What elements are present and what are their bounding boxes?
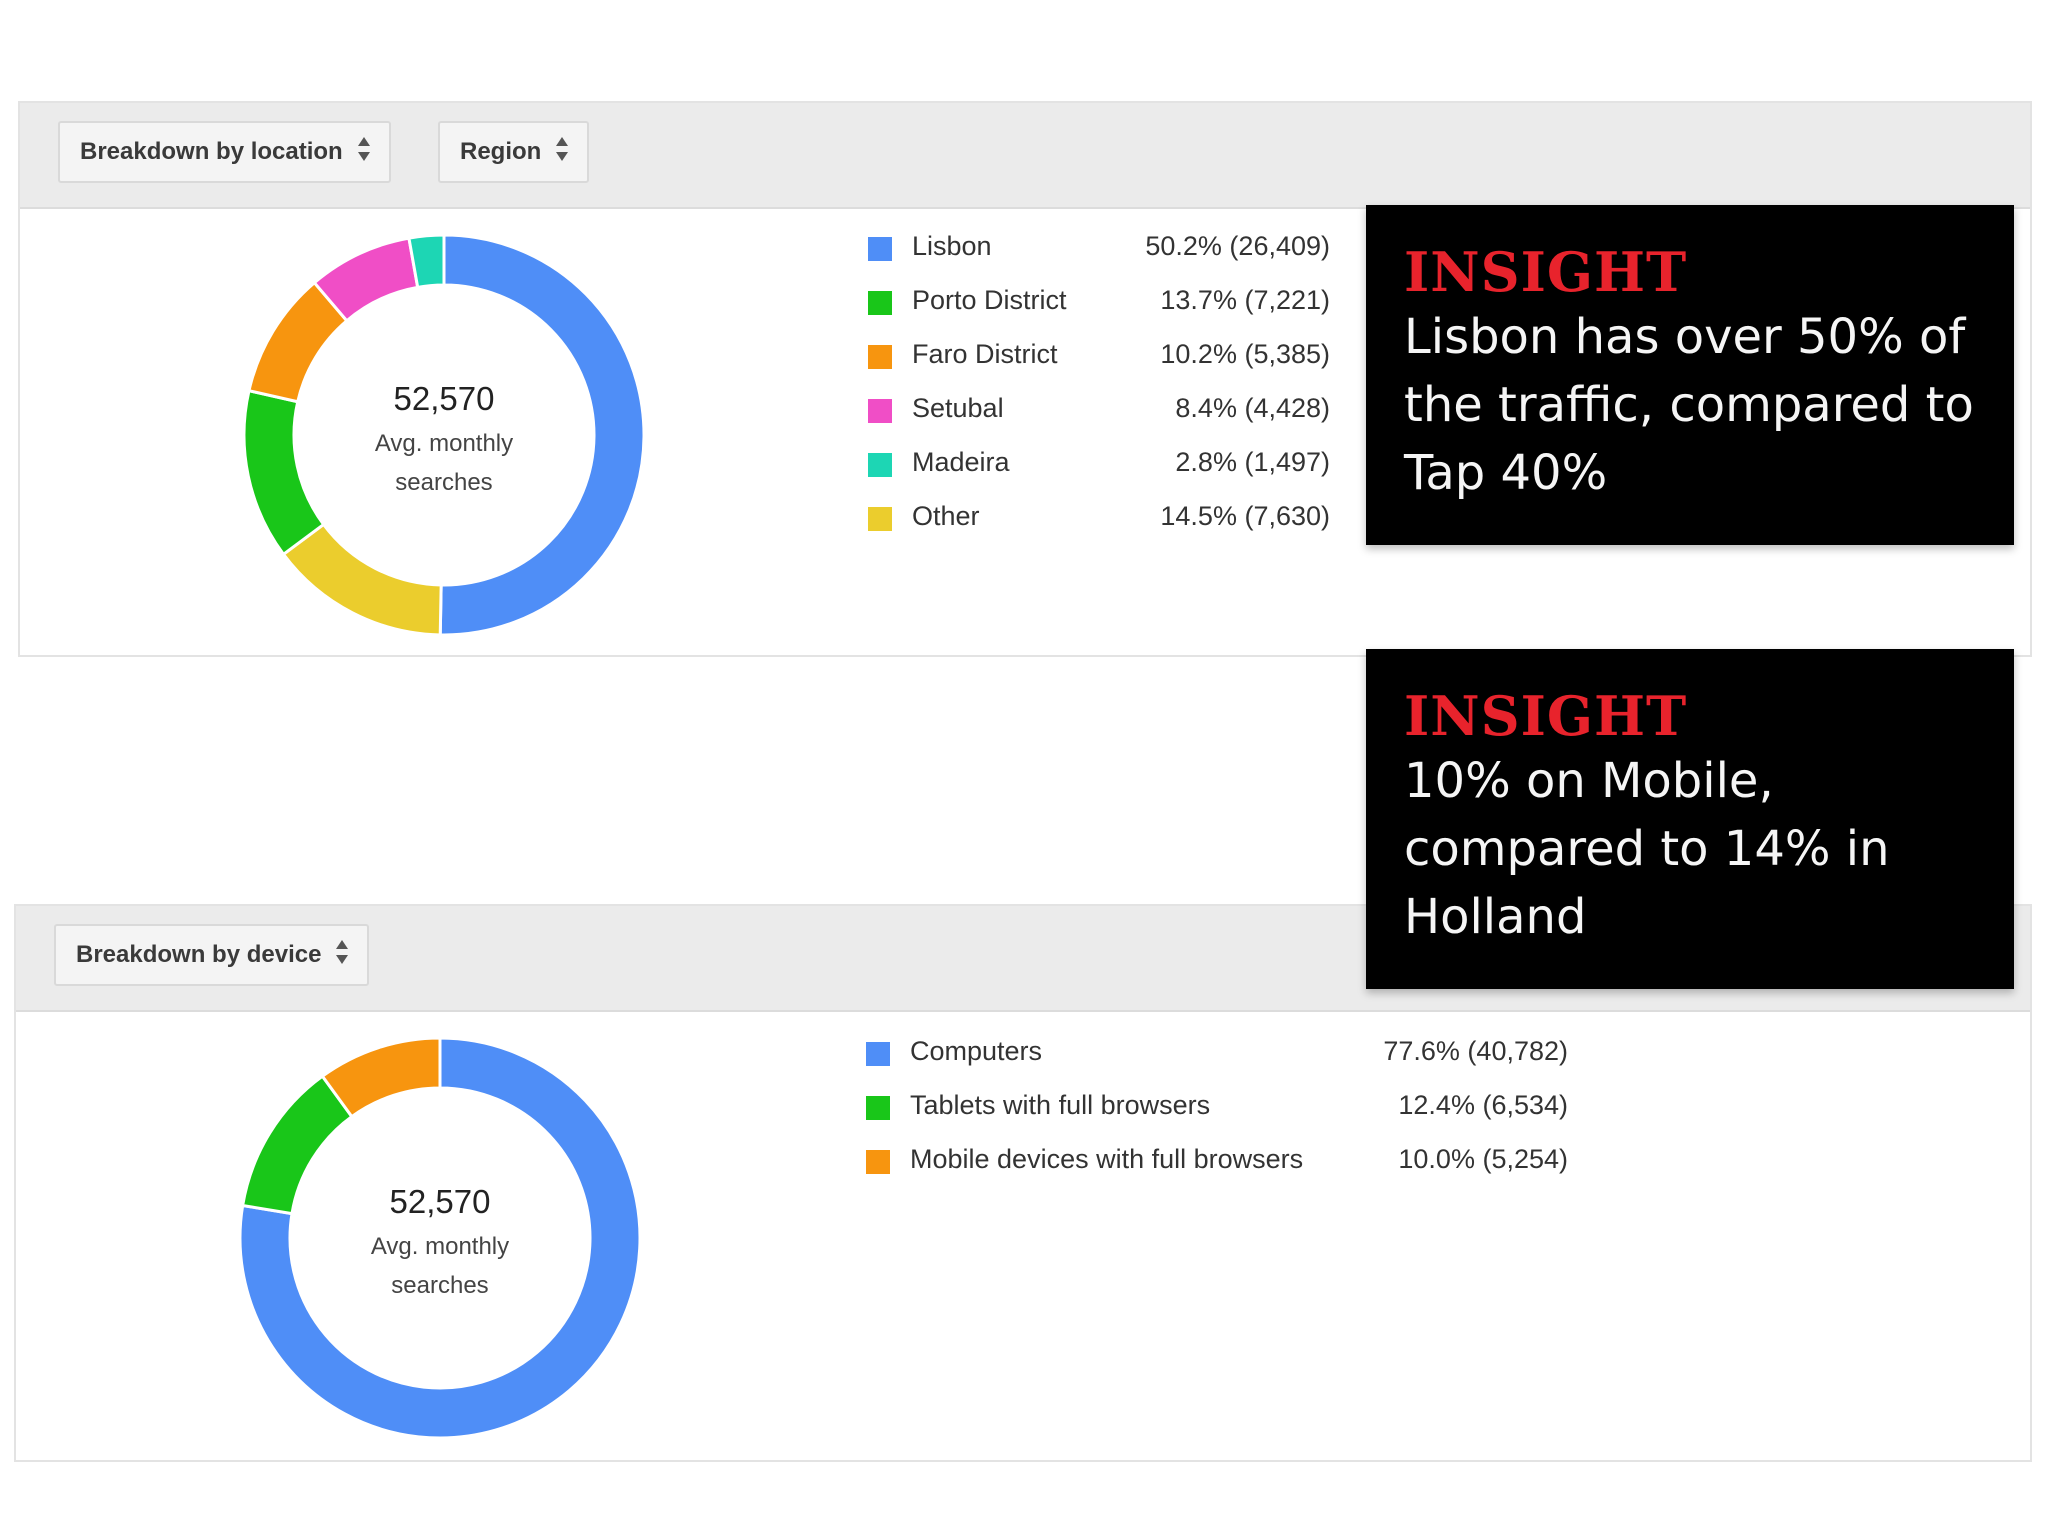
region-select[interactable]: Region <box>438 121 590 183</box>
legend-swatch <box>868 507 892 531</box>
breakdown-by-device-label: Breakdown by device <box>76 941 322 968</box>
legend-swatch <box>868 345 892 369</box>
donut-slice-mobile-devices-with-full-browsers[interactable] <box>320 1036 442 1119</box>
donut-center-value: 52,570 <box>394 380 495 417</box>
legend-swatch <box>868 453 892 477</box>
insight-box-location: INSIGHT Lisbon has over 50% of the traff… <box>1366 205 2014 545</box>
legend-value: 10.2% (5,385) <box>1160 339 1330 369</box>
donut-slice-computers[interactable] <box>238 1036 642 1440</box>
legend-label: Mobile devices with full browsers <box>910 1144 1304 1174</box>
legend-swatch <box>866 1096 890 1120</box>
donut-slice-lisbon[interactable] <box>438 233 646 637</box>
legend-item-faro-district[interactable]: Faro District 10.2% (5,385) <box>868 333 1330 387</box>
legend-item-porto-district[interactable]: Porto District 13.7% (7,221) <box>868 279 1330 333</box>
insight-heading: INSIGHT <box>1404 240 1688 304</box>
legend-value: 50.2% (26,409) <box>1145 231 1330 261</box>
legend-value: 10.0% (5,254) <box>1398 1144 1568 1174</box>
legend-label: Tablets with full browsers <box>910 1090 1211 1120</box>
legend-label: Faro District <box>912 339 1058 369</box>
legend-label: Madeira <box>912 447 1010 477</box>
sort-updown-icon <box>555 136 569 169</box>
insight-text: 10% on Mobile, compared to 14% in Hollan… <box>1404 753 1890 945</box>
donut-slice-porto-district[interactable] <box>242 388 326 557</box>
donut-center-label-line2: searches <box>391 1272 488 1299</box>
sort-updown-icon <box>357 136 371 169</box>
device-donut-chart: 52,570 Avg. monthly searches <box>238 1036 642 1440</box>
legend-item-mobile-devices-with-full-browsers[interactable]: Mobile devices with full browsers 10.0% (… <box>866 1138 1568 1192</box>
legend-value: 12.4% (6,534) <box>1398 1090 1568 1120</box>
legend-value: 13.7% (7,221) <box>1160 285 1330 315</box>
legend-item-other[interactable]: Other 14.5% (7,630) <box>868 495 1330 549</box>
insight-box-device: INSIGHT 10% on Mobile, compared to 14% i… <box>1366 649 2014 989</box>
region-select-label: Region <box>460 138 542 165</box>
donut-slice-other[interactable] <box>281 522 443 637</box>
breakdown-by-location-label: Breakdown by location <box>80 138 343 165</box>
legend-value: 8.4% (4,428) <box>1175 393 1330 423</box>
sort-updown-icon <box>335 939 349 972</box>
legend-swatch <box>866 1042 890 1066</box>
legend-label: Setubal <box>912 393 1004 423</box>
insight-text: Lisbon has over 50% of the traffic, comp… <box>1404 309 1974 501</box>
legend-swatch <box>868 399 892 423</box>
legend-value: 2.8% (1,497) <box>1175 447 1330 477</box>
legend-item-madeira[interactable]: Madeira 2.8% (1,497) <box>868 441 1330 495</box>
legend-label: Porto District <box>912 285 1067 315</box>
legend-item-lisbon[interactable]: Lisbon 50.2% (26,409) <box>868 225 1330 279</box>
donut-center-value: 52,570 <box>390 1183 491 1220</box>
legend-item-computers[interactable]: Computers 77.6% (40,782) <box>866 1030 1568 1084</box>
donut-center-label-line2: searches <box>395 469 492 496</box>
device-legend: Computers 77.6% (40,782) Tablets with full… <box>866 1030 1568 1192</box>
legend-swatch <box>866 1150 890 1174</box>
insight-heading: INSIGHT <box>1404 684 1688 748</box>
donut-center-label-line1: Avg. monthly <box>371 1233 509 1260</box>
legend-label: Computers <box>910 1036 1043 1066</box>
legend-swatch <box>868 237 892 261</box>
location-donut-chart: 52,570 Avg. monthly searches <box>242 233 646 637</box>
legend-label: Lisbon <box>912 231 992 261</box>
donut-center-label-line1: Avg. monthly <box>375 430 513 457</box>
legend-item-setubal[interactable]: Setubal 8.4% (4,428) <box>868 387 1330 441</box>
donut-slice-tablets-with-full-browsers[interactable] <box>240 1074 354 1216</box>
donut-slice-madeira[interactable] <box>407 233 446 290</box>
device-breakdown-panel: Breakdown by device 52,570 Avg. monthly … <box>14 904 2032 1462</box>
breakdown-by-location-select[interactable]: Breakdown by location <box>58 121 391 183</box>
breakdown-by-device-select[interactable]: Breakdown by device <box>54 924 370 986</box>
legend-value: 77.6% (40,782) <box>1383 1036 1568 1066</box>
legend-swatch <box>868 291 892 315</box>
location-legend: Lisbon 50.2% (26,409) Porto District 13.7% … <box>868 225 1330 549</box>
legend-value: 14.5% (7,630) <box>1160 501 1330 531</box>
legend-label: Other <box>912 501 980 531</box>
legend-item-tablets-with-full-browsers[interactable]: Tablets with full browsers 12.4% (6,534) <box>866 1084 1568 1138</box>
